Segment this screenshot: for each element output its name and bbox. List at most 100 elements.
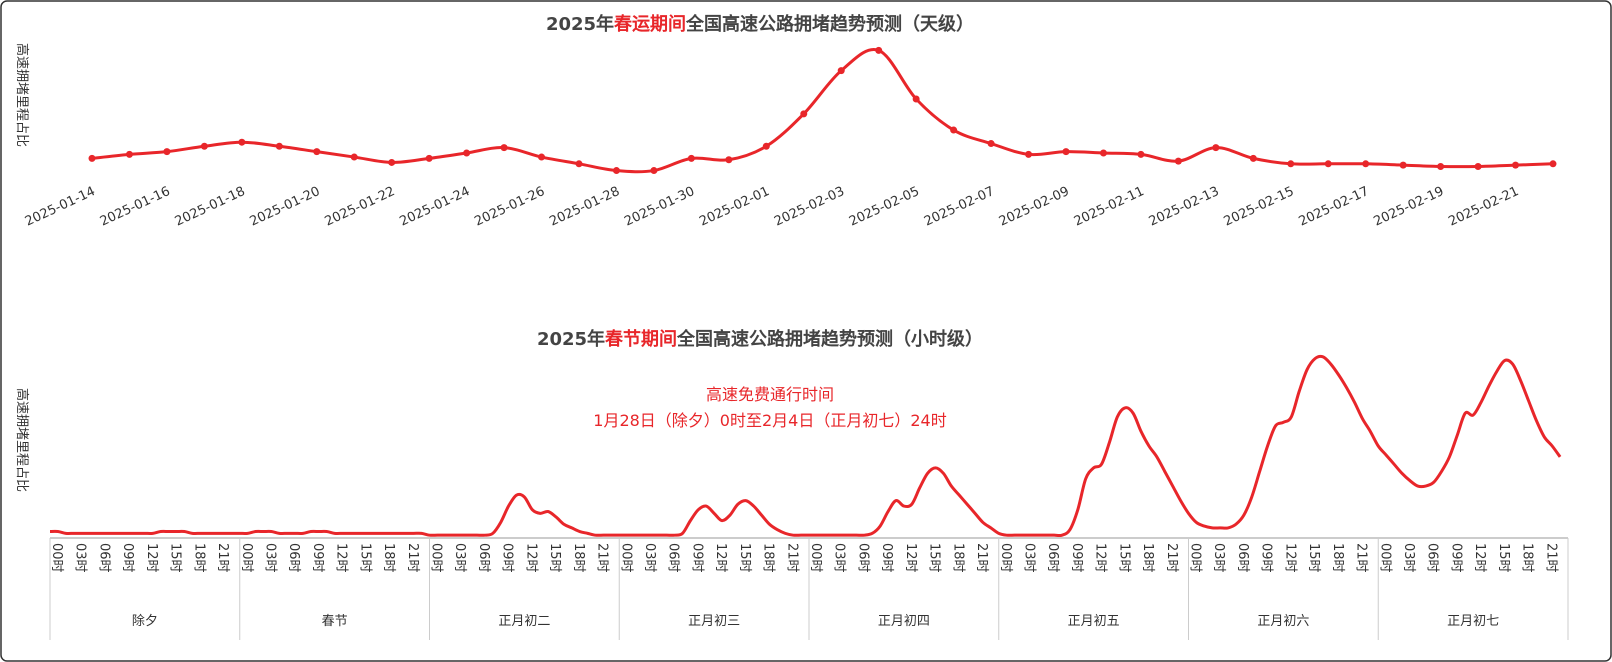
- day-label: 正月初六: [1257, 614, 1309, 629]
- x-tick-label: 03时: [262, 543, 277, 573]
- y-axis-label: 高速拥堵里程占比: [14, 388, 30, 492]
- x-tick-label: 12时: [523, 543, 538, 573]
- x-tick-label: 06时: [1045, 543, 1060, 573]
- point: [275, 142, 283, 150]
- x-tick-label: 21时: [1354, 543, 1369, 573]
- x-tick-label: 18时: [1520, 543, 1535, 573]
- x-tick-label: 00时: [429, 543, 444, 573]
- x-tick-label: 18时: [1140, 543, 1155, 573]
- x-tick-label: 03时: [73, 543, 88, 573]
- x-tick-label: 06时: [476, 543, 491, 573]
- x-tick-label: 00时: [808, 543, 823, 573]
- point: [1474, 163, 1482, 170]
- point: [125, 150, 133, 158]
- point: [987, 140, 995, 148]
- point: [1399, 161, 1407, 169]
- point: [88, 154, 96, 162]
- day-label: 正月初三: [688, 614, 740, 629]
- line: [49, 354, 1562, 538]
- point: [650, 167, 658, 175]
- point: [1287, 160, 1295, 168]
- x-tick-label: 09时: [879, 543, 894, 573]
- x-tick-label: 18时: [1330, 543, 1345, 573]
- x-tick-label: 03时: [642, 543, 657, 573]
- x-tick-label: 03时: [1401, 543, 1416, 573]
- x-tick-label: 09时: [689, 543, 704, 573]
- point: [388, 158, 396, 166]
- x-tick-label: 15时: [168, 543, 183, 573]
- point: [425, 154, 433, 162]
- day-label: 正月初七: [1447, 614, 1499, 629]
- point: [1025, 150, 1033, 158]
- x-tick-label: 09时: [120, 543, 135, 573]
- x-tick-label: 06时: [286, 543, 301, 573]
- x-tick-label: 21时: [405, 543, 420, 573]
- x-tick-label: 09时: [310, 543, 325, 573]
- point: [1174, 157, 1182, 165]
- point: [1212, 144, 1220, 152]
- x-tick-label: 03时: [1211, 543, 1226, 573]
- point: [912, 95, 920, 103]
- title-part: 全国高速公路拥堵趋势预测（天级）: [685, 13, 974, 35]
- x-tick-label: 12时: [903, 543, 918, 573]
- point: [725, 156, 733, 164]
- x-tick-label: 18时: [761, 543, 776, 573]
- x-tick-label: 03时: [1021, 543, 1036, 573]
- title-part: 全国高速公路拥堵趋势预测（小时级）: [676, 328, 983, 350]
- point: [313, 148, 321, 156]
- x-tick-label: 18时: [191, 543, 206, 573]
- x-tick-label: 00时: [49, 543, 64, 573]
- day-label: 正月初五: [1068, 614, 1120, 629]
- x-tick-label: 00时: [239, 543, 254, 573]
- point: [200, 142, 208, 150]
- point: [687, 154, 695, 162]
- point: [1099, 149, 1107, 157]
- point: [1549, 160, 1557, 168]
- point: [500, 144, 508, 152]
- point: [163, 148, 171, 156]
- x-tick-label: 09时: [500, 543, 515, 573]
- x-tick-label: 00时: [1377, 543, 1392, 573]
- x-tick-label: 12时: [1472, 543, 1487, 573]
- y-axis-label: 高速拥堵里程占比: [14, 43, 30, 147]
- x-tick-label: 15时: [1306, 543, 1321, 573]
- point: [463, 149, 471, 157]
- point: [1324, 160, 1332, 168]
- x-tick-label: 21时: [215, 543, 230, 573]
- x-tick-label: 12时: [144, 543, 159, 573]
- title-part: 2025年: [546, 13, 614, 35]
- point: [350, 153, 358, 161]
- x-tick-label: 06时: [855, 543, 870, 573]
- x-tick-label: 00时: [1188, 543, 1203, 573]
- point: [538, 153, 546, 161]
- chart-title: 2025年春节期间全国高速公路拥堵趋势预测（小时级）: [537, 328, 983, 350]
- chart-title: 2025年春运期间全国高速公路拥堵趋势预测（天级）: [546, 13, 974, 35]
- x-tick-label: 15时: [1116, 543, 1131, 573]
- x-tick-label: 15时: [1496, 543, 1511, 573]
- point: [575, 160, 583, 168]
- line: [91, 47, 1554, 174]
- x-tick-label: 12时: [334, 543, 349, 573]
- x-tick-label: 09时: [1069, 543, 1084, 573]
- x-tick-label: 15时: [357, 543, 372, 573]
- point: [1249, 154, 1257, 162]
- x-tick-label: 18时: [381, 543, 396, 573]
- x-tick-label: 00时: [998, 543, 1013, 573]
- point: [1137, 150, 1145, 158]
- point: [800, 110, 808, 118]
- x-tick-label: 12时: [1282, 543, 1297, 573]
- day-label: 春节: [322, 614, 348, 629]
- x-tick-label: 21时: [784, 543, 799, 573]
- x-tick-label: 06时: [96, 543, 111, 573]
- x-tick-label: 12时: [713, 543, 728, 573]
- annotation: 高速免费通行时间: [706, 385, 834, 404]
- day-label: 正月初二: [498, 614, 550, 629]
- x-tick-label: 06时: [1235, 543, 1250, 573]
- title-part: 春运期间: [614, 13, 686, 35]
- x-tick-label: 21时: [1164, 543, 1179, 573]
- x-tick-label: 00时: [618, 543, 633, 573]
- point: [1512, 161, 1520, 169]
